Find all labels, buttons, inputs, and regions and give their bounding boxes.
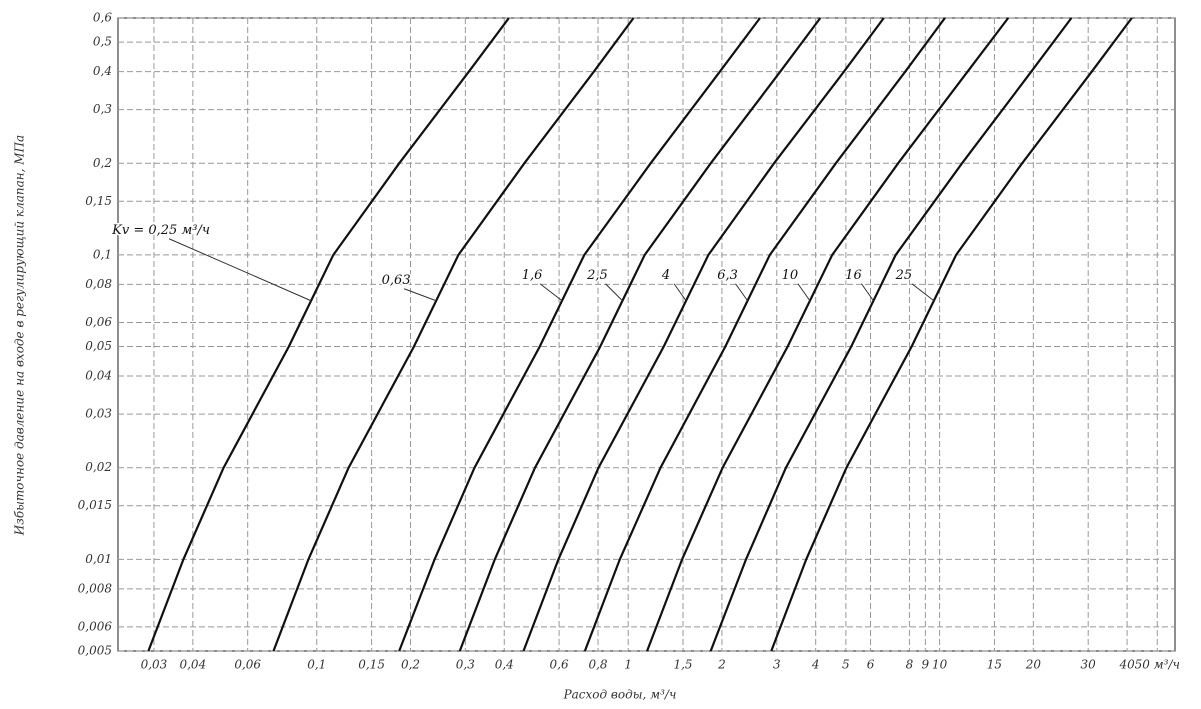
x-tick-label: 2 (717, 658, 726, 672)
leader-line (539, 283, 563, 302)
y-tick-label: 0,08 (85, 277, 112, 291)
y-tick-label: 0,04 (85, 369, 112, 383)
x-tick-label: 0,2 (401, 658, 420, 672)
x-tick-label: 0,04 (179, 658, 206, 672)
x-tick-label: 15 (987, 658, 1002, 672)
curve-label: 1,6 (522, 268, 543, 283)
y-tick-label: 0,006 (78, 619, 113, 633)
curve (583, 17, 946, 652)
x-tick-label: 1 (624, 658, 632, 672)
x-tick-label: 10 (932, 658, 948, 672)
y-tick-label: 0,3 (93, 102, 112, 116)
x-tick-label: 50 м³/ч (1135, 658, 1180, 672)
x-tick-label: 8 (906, 658, 914, 672)
x-tick-label: 5 (842, 658, 850, 672)
curve-label: 2,5 (586, 268, 608, 283)
y-tick-label: 0,06 (85, 315, 112, 329)
leader-line (911, 283, 935, 302)
x-tick-label: 1,5 (673, 658, 692, 672)
curve-label: 16 (845, 268, 862, 283)
x-tick-label: 0,3 (456, 658, 475, 672)
x-tick-label: 0,6 (550, 658, 569, 672)
leader-line (735, 283, 748, 302)
curve (709, 17, 1073, 652)
leader-line (861, 283, 874, 302)
y-tick-label: 0,008 (78, 581, 113, 595)
leader-line (673, 283, 687, 302)
x-tick-label: 6 (867, 658, 875, 672)
y-tick-label: 0,03 (85, 407, 112, 421)
x-tick-label: 3 (773, 658, 781, 672)
leader-line (605, 283, 623, 302)
curve (770, 17, 1133, 652)
y-tick-label: 0,5 (93, 35, 112, 49)
y-tick-label: 0,02 (85, 460, 112, 474)
x-tick-label: 0,03 (141, 658, 168, 672)
curve (398, 17, 761, 652)
x-tick-label: 40 (1118, 658, 1135, 672)
y-tick-label: 0,05 (85, 339, 112, 353)
y-tick-label: 0,015 (78, 498, 112, 512)
curve (147, 17, 510, 652)
y-tick-label: 0,4 (93, 64, 112, 78)
x-tick-label: 0,1 (307, 658, 326, 672)
y-tick-label: 0,2 (93, 156, 112, 170)
y-tick-label: 0,1 (93, 247, 112, 261)
x-tick-label: 0,8 (588, 658, 607, 672)
curve-label: 0,63 (382, 273, 411, 288)
x-tick-label: 20 (1025, 658, 1042, 672)
curve-label: Kv = 0,25 м³/ч (111, 223, 210, 238)
y-tick-label: 0,15 (85, 194, 112, 208)
curve-label: 25 (895, 268, 913, 283)
plot-frame (117, 17, 1176, 652)
curve-label: 10 (782, 268, 799, 283)
curve-label: 4 (661, 268, 670, 283)
x-tick-label: 0,06 (234, 658, 261, 672)
x-tick-label: 0,15 (358, 658, 385, 672)
y-tick-label: 0,01 (85, 552, 112, 566)
curve-label: 6,3 (717, 268, 738, 283)
leader-line (797, 283, 811, 302)
curve (646, 17, 1010, 652)
x-tick-label: 0,4 (495, 658, 514, 672)
y-axis-label: Избыточное давление на входе в регулирую… (13, 135, 27, 536)
leader-line (403, 288, 437, 302)
x-tick-label: 4 (811, 658, 820, 672)
x-tick-label: 9 (922, 658, 930, 672)
curve (458, 17, 822, 652)
curve (272, 17, 635, 652)
leader-line (168, 238, 312, 302)
y-tick-label: 0,005 (78, 644, 112, 658)
x-tick-label: 30 (1081, 658, 1097, 672)
curve (522, 17, 885, 652)
x-axis-label: Расход воды, м³/ч (563, 688, 677, 702)
y-tick-label: 0,6 (93, 11, 112, 25)
